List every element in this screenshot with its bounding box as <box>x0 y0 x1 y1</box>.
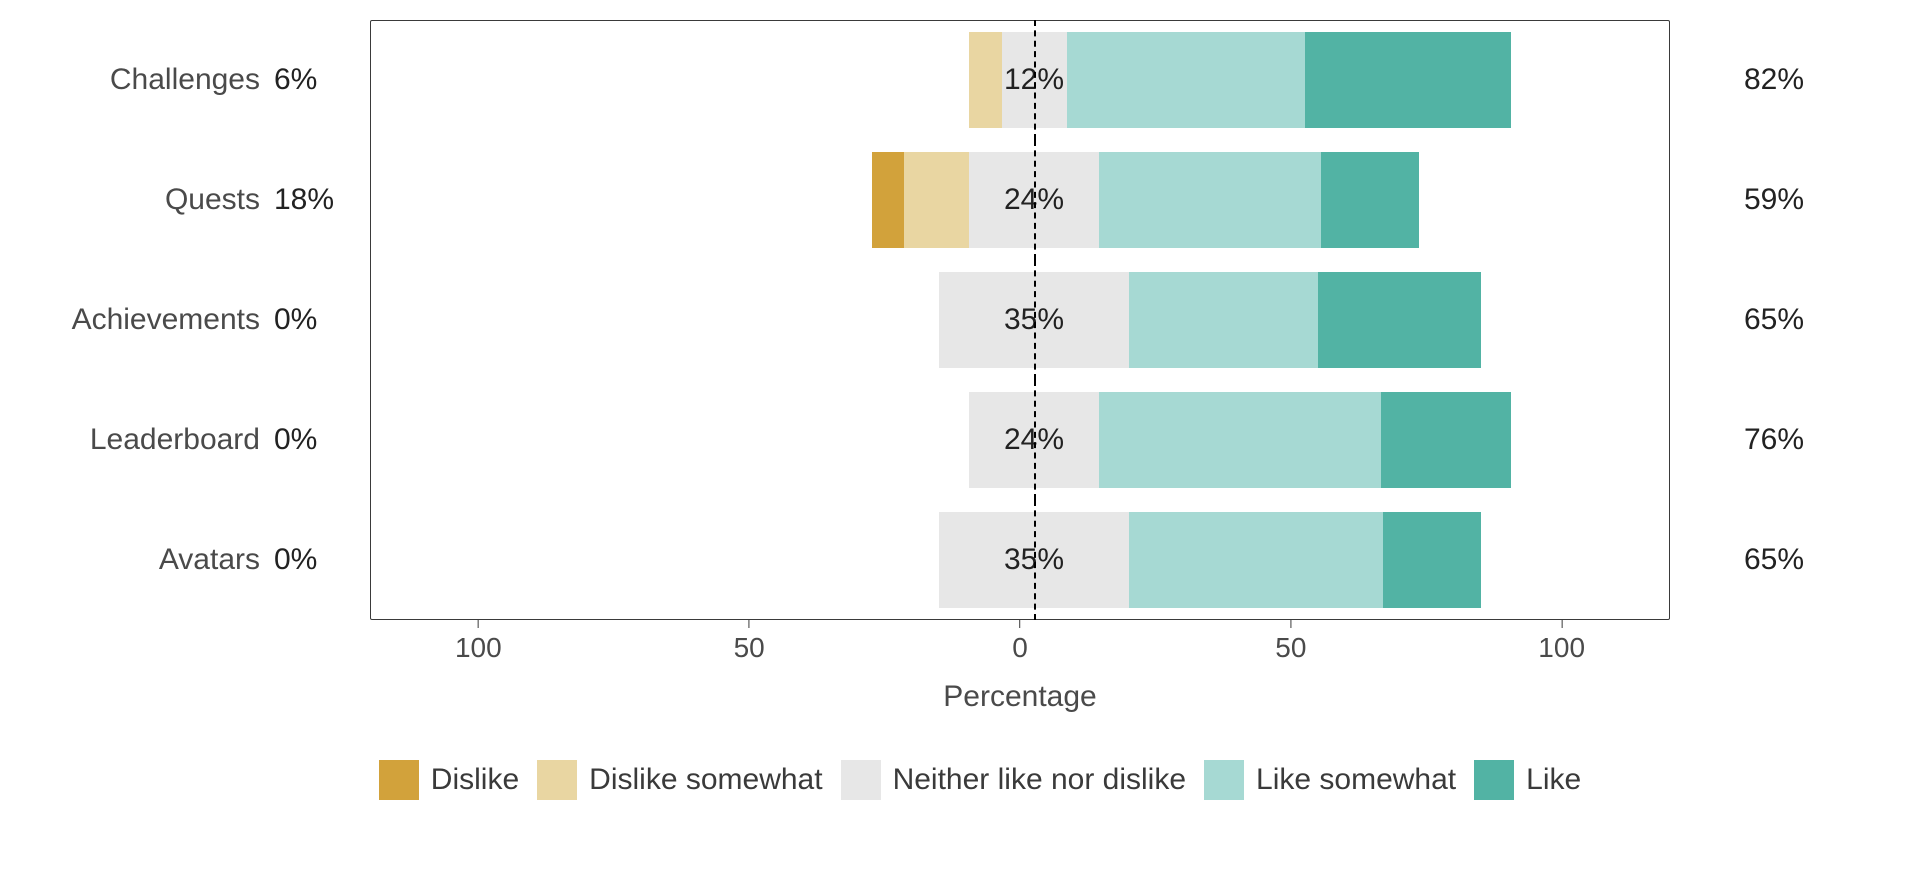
legend-item: Dislike <box>379 760 519 800</box>
category-label: Avatars <box>60 543 274 577</box>
negative-percent-label: 0% <box>274 543 384 577</box>
legend-item: Neither like nor dislike <box>841 760 1186 800</box>
segment-dislike <box>872 152 905 248</box>
x-axis-tick-label: 0 <box>1012 632 1028 663</box>
plot-cell: 35% <box>384 500 1684 620</box>
plot-cell: 24% <box>384 140 1684 260</box>
positive-percent-label: 65% <box>1684 543 1814 577</box>
segment-like-somewhat <box>1099 392 1381 488</box>
x-axis-tick: 50 <box>1275 620 1306 664</box>
tick-mark <box>1019 620 1020 628</box>
negative-percent-label: 6% <box>274 63 384 97</box>
legend-label: Neither like nor dislike <box>893 763 1186 797</box>
category-label: Challenges <box>60 63 274 97</box>
legend-item: Like <box>1474 760 1581 800</box>
tick-mark <box>1290 620 1291 628</box>
x-axis-tick: 0 <box>1012 620 1028 664</box>
negative-percent-label: 18% <box>274 183 384 217</box>
positive-percent-label: 76% <box>1684 423 1814 457</box>
negative-percent-label: 0% <box>274 423 384 457</box>
segment-like <box>1318 272 1481 368</box>
legend-swatch <box>537 760 577 800</box>
x-axis-plot: 100 50 0 50 100 <box>370 620 1670 680</box>
category-label: Leaderboard <box>60 423 274 457</box>
category-label: Achievements <box>60 303 274 337</box>
chart-row: Quests18%24%59% <box>60 140 1900 260</box>
chart-area: Challenges6%12%82%Quests18%24%59%Achieve… <box>60 20 1900 800</box>
x-axis-tick: 100 <box>455 620 502 664</box>
bar-track: 35% <box>384 272 1684 368</box>
x-axis: 100 50 0 50 100 <box>60 620 1900 680</box>
x-axis-tick-label: 50 <box>1275 632 1306 663</box>
x-axis-title: Percentage <box>370 680 1670 730</box>
legend-label: Dislike <box>431 763 519 797</box>
x-axis-tick-label: 100 <box>1538 632 1585 663</box>
segment-neutral <box>1002 32 1067 128</box>
segment-neutral <box>969 392 1099 488</box>
segment-like <box>1381 392 1511 488</box>
chart-row: Leaderboard0%24%76% <box>60 380 1900 500</box>
positive-percent-label: 82% <box>1684 63 1814 97</box>
bar-track: 24% <box>384 392 1684 488</box>
legend-item: Like somewhat <box>1204 760 1456 800</box>
chart-row: Avatars0%35%65% <box>60 500 1900 620</box>
legend-label: Dislike somewhat <box>589 763 822 797</box>
positive-percent-label: 65% <box>1684 303 1814 337</box>
bar-track: 24% <box>384 152 1684 248</box>
legend-swatch <box>1474 760 1514 800</box>
legend-item: Dislike somewhat <box>537 760 822 800</box>
segment-like-somewhat <box>1067 32 1305 128</box>
x-axis-tick-label: 100 <box>455 632 502 663</box>
x-axis-title-row: Percentage <box>60 680 1900 730</box>
legend-label: Like somewhat <box>1256 763 1456 797</box>
segment-like <box>1305 32 1511 128</box>
chart-row: Challenges6%12%82% <box>60 20 1900 140</box>
segment-like-somewhat <box>1129 512 1384 608</box>
x-axis-tick: 100 <box>1538 620 1585 664</box>
segment-dislike-somewhat <box>969 32 1002 128</box>
segment-neutral <box>969 152 1099 248</box>
tick-mark <box>478 620 479 628</box>
segment-like-somewhat <box>1129 272 1319 368</box>
category-label: Quests <box>60 183 274 217</box>
negative-percent-label: 0% <box>274 303 384 337</box>
tick-mark <box>1561 620 1562 628</box>
legend-swatch <box>379 760 419 800</box>
legend-label: Like <box>1526 763 1581 797</box>
plot-cell: 24% <box>384 380 1684 500</box>
bar-track: 12% <box>384 32 1684 128</box>
bar-track: 35% <box>384 512 1684 608</box>
segment-neutral <box>939 272 1129 368</box>
segment-like <box>1321 152 1419 248</box>
positive-percent-label: 59% <box>1684 183 1814 217</box>
segment-like-somewhat <box>1099 152 1321 248</box>
chart-container: Challenges6%12%82%Quests18%24%59%Achieve… <box>0 0 1920 871</box>
segment-neutral <box>939 512 1129 608</box>
segment-like <box>1383 512 1481 608</box>
plot-cell: 12% <box>384 20 1684 140</box>
tick-mark <box>749 620 750 628</box>
legend-swatch <box>841 760 881 800</box>
chart-row: Achievements0%35%65% <box>60 260 1900 380</box>
legend: Dislike Dislike somewhat Neither like nor … <box>60 760 1900 800</box>
x-axis-tick-label: 50 <box>734 632 765 663</box>
legend-swatch <box>1204 760 1244 800</box>
x-axis-tick: 50 <box>734 620 765 664</box>
plot-cell: 35% <box>384 260 1684 380</box>
segment-dislike-somewhat <box>904 152 969 248</box>
